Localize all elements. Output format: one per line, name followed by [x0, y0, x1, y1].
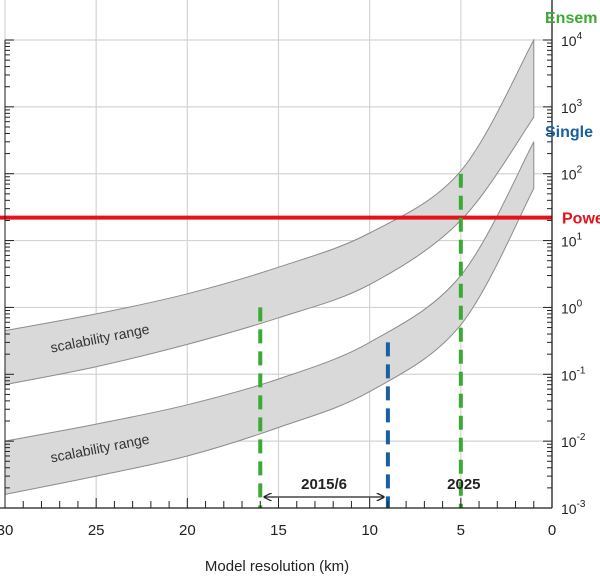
x-tick-label: 10 [361, 522, 378, 539]
x-tick-label: 25 [88, 522, 105, 539]
year-label: 2025 [447, 476, 480, 493]
x-tick-label: 15 [270, 522, 287, 539]
ensemble-label: Ensem [545, 10, 597, 27]
x-tick-label: 20 [179, 522, 196, 539]
power-label: Powe [562, 211, 600, 228]
x-tick-label: 5 [457, 522, 465, 539]
single-label: Single [545, 124, 593, 141]
vertical-markers [258, 173, 463, 508]
y-tick-label: 10-3 [561, 499, 586, 517]
bands [4, 38, 535, 496]
y-tick-label: 10-1 [561, 365, 586, 383]
y-tick-label: 103 [561, 98, 583, 116]
x-tick-label: 0 [548, 522, 556, 539]
y-tick-label: 104 [561, 31, 583, 49]
scalability-band [4, 141, 535, 496]
y-tick-label: 10-2 [561, 432, 586, 450]
y-tick-label: 101 [561, 232, 583, 250]
range-label: 2015/6 [301, 476, 347, 493]
scalability-band [4, 38, 535, 386]
series-labels: Powe Ensem Single [545, 10, 600, 228]
x-tick-label: 30 [0, 522, 13, 539]
axes [0, 0, 553, 509]
x-ticks: 30 25 20 15 10 5 0 [0, 498, 556, 539]
y-tick-label: 102 [561, 165, 583, 183]
annotations: 2015/6 2025 [264, 476, 481, 497]
y-tick-label: 100 [561, 298, 583, 316]
x-axis-title: Model resolution (km) [205, 558, 349, 575]
